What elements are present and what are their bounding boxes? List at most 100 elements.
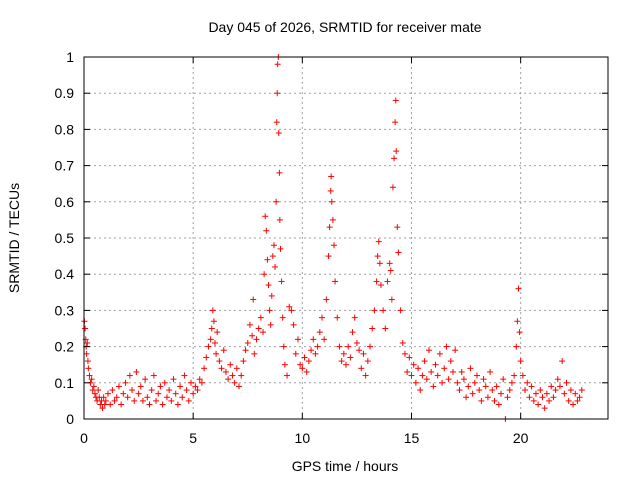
axis-ticks xyxy=(83,56,608,420)
data-point xyxy=(115,383,122,390)
data-point xyxy=(360,350,367,357)
data-point xyxy=(207,336,214,343)
data-point xyxy=(522,387,529,394)
data-point xyxy=(519,372,526,379)
data-point xyxy=(467,365,474,372)
data-point xyxy=(229,372,236,379)
data-point xyxy=(299,365,306,372)
data-point xyxy=(305,358,312,365)
data-point xyxy=(187,379,194,386)
y-tick-label: 0.8 xyxy=(55,121,75,137)
y-tick-label: 1 xyxy=(66,49,74,65)
data-point xyxy=(574,397,581,404)
data-point xyxy=(493,383,500,390)
x-tick-label: 0 xyxy=(80,430,88,446)
data-point xyxy=(240,358,247,365)
data-point xyxy=(417,387,424,394)
data-point xyxy=(474,372,480,379)
data-point xyxy=(425,347,432,354)
data-point xyxy=(343,361,349,368)
data-point xyxy=(439,379,446,386)
y-tick-label: 0 xyxy=(66,411,74,427)
data-point xyxy=(334,314,341,321)
data-point xyxy=(159,401,166,408)
data-point xyxy=(552,387,559,394)
data-point xyxy=(137,383,144,390)
data-point xyxy=(102,397,109,404)
data-point xyxy=(539,394,546,401)
x-tick-label: 15 xyxy=(404,430,420,446)
data-point xyxy=(432,361,439,368)
data-point xyxy=(148,387,155,394)
data-point xyxy=(565,397,572,404)
data-point xyxy=(373,278,380,285)
data-point xyxy=(225,376,232,383)
data-point xyxy=(150,372,157,379)
data-point xyxy=(89,387,96,394)
data-point xyxy=(218,365,225,372)
data-point xyxy=(263,227,270,234)
data-point xyxy=(253,336,260,343)
data-point xyxy=(131,397,138,404)
data-point xyxy=(445,376,452,383)
data-point xyxy=(210,318,217,325)
data-point xyxy=(278,278,285,285)
data-point xyxy=(491,397,498,404)
data-point xyxy=(401,350,408,357)
data-point xyxy=(428,368,435,375)
data-point xyxy=(392,119,399,126)
data-point xyxy=(345,343,352,350)
data-point xyxy=(265,282,272,289)
data-point xyxy=(387,267,394,274)
data-point xyxy=(279,314,286,321)
data-point xyxy=(526,394,533,401)
data-point xyxy=(268,292,275,299)
data-point xyxy=(465,383,472,390)
data-point xyxy=(222,368,229,375)
data-point xyxy=(332,278,339,285)
data-point xyxy=(478,397,485,404)
data-point xyxy=(281,361,288,368)
data-point xyxy=(264,256,271,263)
data-point xyxy=(328,173,335,180)
data-point xyxy=(310,336,317,343)
data-point xyxy=(269,253,276,260)
data-point xyxy=(484,394,491,401)
y-tick-labels: 0 0.1 0.2 0.3 0.4 0.5 0.6 0.7 0.8 0.9 1 xyxy=(55,49,75,427)
data-point xyxy=(576,394,583,401)
data-point xyxy=(88,376,95,383)
x-tick-label: 20 xyxy=(513,430,529,446)
data-point xyxy=(84,339,91,346)
data-point xyxy=(376,260,383,267)
data-point xyxy=(374,253,381,260)
data-point xyxy=(336,343,343,350)
data-point xyxy=(364,358,371,365)
data-point xyxy=(301,354,308,361)
data-point xyxy=(321,336,328,343)
data-point xyxy=(570,401,577,408)
data-point xyxy=(386,260,393,267)
data-point xyxy=(198,379,205,386)
data-point xyxy=(330,242,337,249)
data-point xyxy=(504,394,511,401)
data-point xyxy=(406,354,413,361)
data-point xyxy=(554,376,561,383)
data-point xyxy=(85,365,92,372)
data-point xyxy=(166,387,173,394)
data-point xyxy=(325,253,332,260)
data-point xyxy=(126,372,133,379)
data-point xyxy=(388,296,395,303)
data-point xyxy=(192,383,199,390)
y-axis-label: SRMTID / TECUs xyxy=(6,183,22,293)
data-point xyxy=(111,397,118,404)
data-point xyxy=(139,397,146,404)
data-point xyxy=(515,285,522,292)
data-point xyxy=(436,350,443,357)
data-point xyxy=(415,365,422,372)
data-point xyxy=(272,263,279,270)
data-point xyxy=(118,401,125,408)
data-point xyxy=(328,198,335,205)
data-point xyxy=(347,354,354,361)
data-point xyxy=(105,390,112,397)
data-point xyxy=(535,401,542,408)
